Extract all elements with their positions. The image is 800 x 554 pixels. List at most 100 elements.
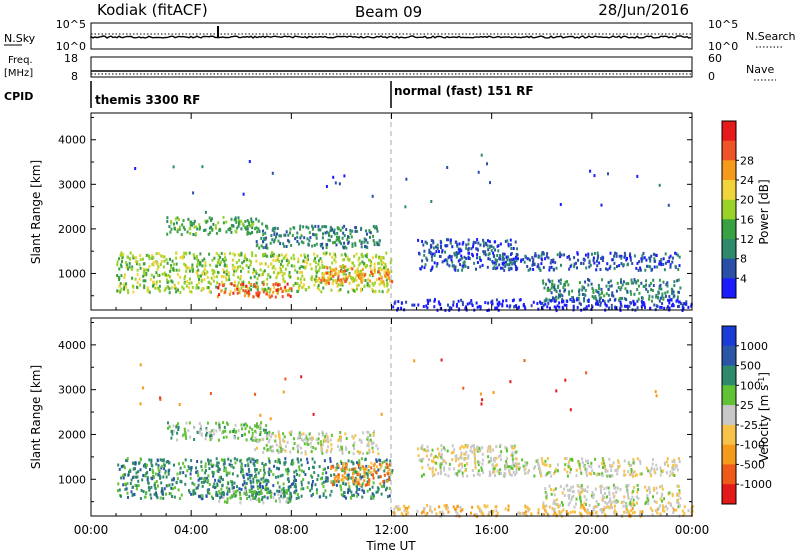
power-cell-0-215 xyxy=(195,283,198,287)
power-cell-4-70 xyxy=(286,293,289,297)
velocity-cell-2-110 xyxy=(254,436,257,440)
velocity-cell-0-320 xyxy=(131,485,134,489)
velocity-cell-8-227 xyxy=(651,509,654,513)
power-cell-2-131 xyxy=(287,233,290,237)
power-cell-5-148 xyxy=(461,264,464,268)
velocity-cell-0-283 xyxy=(348,489,351,493)
power-cell-0-423 xyxy=(238,253,241,257)
velocity-colorbar-frame xyxy=(721,325,737,505)
power-cell-2-136 xyxy=(333,232,336,236)
velocity-cell-0-683 xyxy=(124,482,127,486)
velocity-cell-2-151 xyxy=(362,452,364,456)
velocity-cell-0-306 xyxy=(192,492,195,496)
power-cell-8-29 xyxy=(578,301,581,305)
power-cell-7-213 xyxy=(550,286,553,290)
velocity-cell-0-349 xyxy=(247,464,250,468)
power-cell-3-40 xyxy=(387,273,390,277)
power-cell-0-718 xyxy=(244,253,246,257)
velocity-cell-6-44 xyxy=(601,474,604,478)
power-cell-0-731 xyxy=(175,262,178,266)
velocity-cell-0-94 xyxy=(215,485,218,489)
power-cell-8-219 xyxy=(561,306,564,310)
velocity-cell-5-43 xyxy=(488,470,491,474)
velocity-cell-0-554 xyxy=(366,476,369,480)
velocity-cell-0-183 xyxy=(280,494,283,498)
velocity-cell-5-125 xyxy=(515,471,518,475)
power-cell-0-240 xyxy=(224,256,227,260)
power-cell-8-105 xyxy=(460,298,463,302)
velocity-cell-3-84 xyxy=(352,472,354,476)
power-cell-8-28 xyxy=(569,298,572,302)
power-cell-5-177 xyxy=(452,265,455,269)
power-cell-8-31 xyxy=(619,303,622,306)
velocity-cell-8-173 xyxy=(649,506,652,510)
velocity-cell-0-575 xyxy=(259,485,262,489)
velocity-cell-0-730 xyxy=(207,462,210,466)
velocity-cell-4-14 xyxy=(288,493,291,497)
power-cell-5-54 xyxy=(430,267,433,271)
velocity-cell-2-35 xyxy=(292,447,295,450)
power-cell-0-420 xyxy=(259,262,262,266)
power-cell-8-78 xyxy=(644,305,646,309)
power-cell-8-5 xyxy=(466,302,469,306)
velocity-cell-0-399 xyxy=(285,488,288,492)
velocity-cell-4-5 xyxy=(222,496,225,499)
power-cell-8-43 xyxy=(609,298,612,302)
power-cell-4-58 xyxy=(277,283,280,287)
velocity-cell-0-81 xyxy=(189,472,192,476)
time-tick-label-3: 12:00 xyxy=(374,523,409,537)
power-cell-0-659 xyxy=(280,253,283,257)
velocity-cell-7-170 xyxy=(563,494,566,497)
velocity-cell-1-72 xyxy=(185,436,188,440)
velocity-cell-0-294 xyxy=(276,489,279,493)
velocity-cell-0-456 xyxy=(211,465,214,468)
power-cell-0-695 xyxy=(228,278,231,282)
velocity-cell-2-34 xyxy=(325,432,328,436)
noise-panel-frame xyxy=(90,22,693,50)
power-cell-5-78 xyxy=(512,257,515,261)
velocity-cell-4-53 xyxy=(239,497,242,500)
velocity-cell-6-144 xyxy=(652,458,654,462)
power-cell-3-38 xyxy=(335,267,338,271)
velocity-cell-0-207 xyxy=(341,494,344,498)
velocity-cell-0-781 xyxy=(258,492,260,496)
power-cell-4-20 xyxy=(247,290,250,293)
power-cell-0-517 xyxy=(189,277,191,281)
velocity-cell-0-440 xyxy=(333,480,336,484)
velocity-cell-8-70 xyxy=(543,506,545,510)
power-cell-3-71 xyxy=(326,271,328,275)
power-cell-6-205 xyxy=(592,258,595,262)
velocity-cell-0-322 xyxy=(151,471,154,475)
power-cell-8-83 xyxy=(417,303,420,307)
power-sparse-echo-29 xyxy=(242,192,245,196)
velocity-cell-7-24 xyxy=(553,493,556,497)
power-cell-6-157 xyxy=(515,268,518,271)
velocity-cell-0-597 xyxy=(141,478,144,482)
power-cell-5-145 xyxy=(503,268,506,272)
velocity-cell-2-158 xyxy=(366,430,369,434)
power-cell-6-129 xyxy=(649,259,652,263)
velocity-cell-0-321 xyxy=(165,492,167,496)
velocity-cell-3-34 xyxy=(340,467,343,471)
velocity-cell-0-549 xyxy=(293,479,295,483)
power-cell-5-198 xyxy=(421,240,424,243)
velocity-cell-5-55 xyxy=(463,464,466,468)
velocity-cell-5-51 xyxy=(464,456,467,460)
power-cell-0-755 xyxy=(232,252,235,256)
power-cell-5-175 xyxy=(444,250,447,254)
velocity-colorbar-swatch-3 xyxy=(722,385,736,406)
power-cell-8-59 xyxy=(605,304,608,308)
power-cell-0-231 xyxy=(182,287,185,291)
power-cell-0-562 xyxy=(143,286,146,290)
power-cell-0-199 xyxy=(198,260,201,264)
power-cell-8-102 xyxy=(539,300,541,304)
power-cell-2-175 xyxy=(303,236,306,240)
velocity-cell-6-46 xyxy=(616,468,619,472)
velocity-cell-3-96 xyxy=(345,463,348,467)
velocity-cell-5-184 xyxy=(441,453,443,456)
power-cell-0-148 xyxy=(381,290,384,294)
power-cell-5-88 xyxy=(446,259,449,263)
velocity-cell-1-121 xyxy=(177,422,180,426)
power-cell-2-65 xyxy=(338,235,341,239)
velocity-sparse-echo-22 xyxy=(413,359,416,363)
